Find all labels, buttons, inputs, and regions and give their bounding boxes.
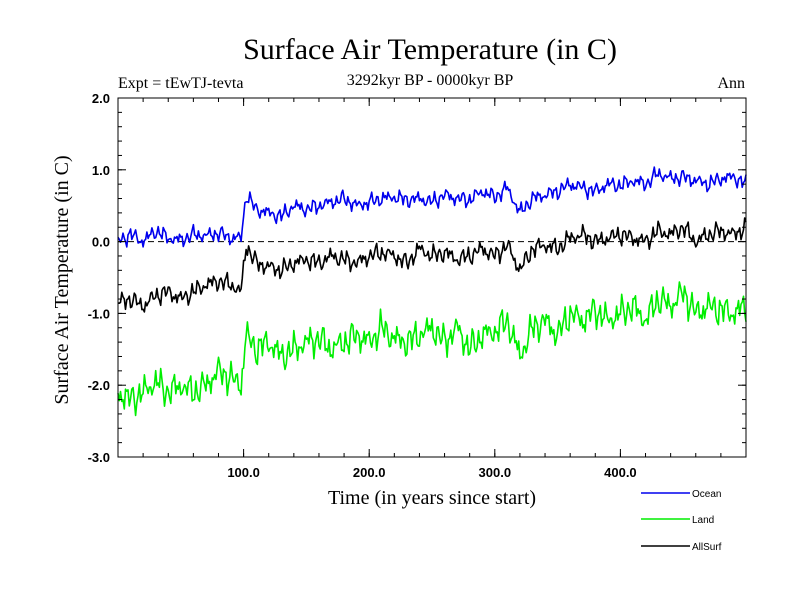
y-tick-label: 1.0 <box>92 163 110 178</box>
chart-title: Surface Air Temperature (in C) <box>243 33 617 66</box>
axis-ticks: -3.0 -2.0 -1.0 0.0 1.0 2.0 100.0 200.0 300.0 400.… <box>88 91 746 480</box>
season-label: Ann <box>717 75 745 92</box>
plot-frame <box>117 97 747 458</box>
x-tick-label: 300.0 <box>479 465 512 480</box>
y-axis-label: Surface Air Temperature (in C) <box>51 155 73 404</box>
x-tick-label: 100.0 <box>227 465 260 480</box>
time-range-label: 3292kyr BP - 0000kyr BP <box>347 72 514 89</box>
series-line-land <box>117 281 747 417</box>
experiment-label: Expt = tEwTJ-tevta <box>118 75 243 92</box>
y-tick-label: -2.0 <box>88 378 110 393</box>
x-tick-label: 200.0 <box>353 465 386 480</box>
series-line-ocean <box>117 166 747 248</box>
legend-label-ocean: Ocean <box>692 489 721 500</box>
legend-label-allsurf: AllSurf <box>692 542 722 553</box>
x-tick-label: 400.0 <box>604 465 637 480</box>
y-tick-label: -3.0 <box>88 450 110 465</box>
y-tick-label: -1.0 <box>88 306 110 321</box>
x-axis-label: Time (in years since start) <box>328 487 536 509</box>
series-line-allsurf <box>117 217 747 313</box>
y-tick-label: 2.0 <box>92 91 110 106</box>
legend: Ocean Land AllSurf <box>641 489 722 553</box>
y-tick-label: 0.0 <box>92 235 110 250</box>
plot-area <box>117 166 747 417</box>
legend-label-land: Land <box>692 515 714 526</box>
